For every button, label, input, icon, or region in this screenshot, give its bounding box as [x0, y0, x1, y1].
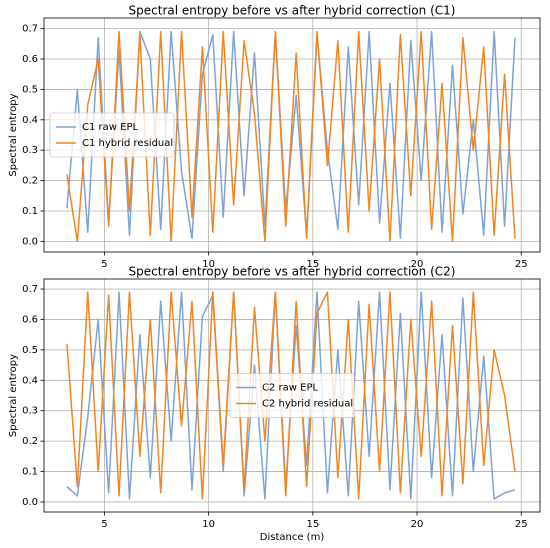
x-tick-label: 10 — [202, 519, 215, 530]
y-tick-label: 0.2 — [22, 436, 38, 447]
y-tick-label: 0.7 — [22, 284, 38, 295]
x-tick-label: 20 — [411, 519, 424, 530]
legend: C1 raw EPL C1 hybrid residual — [49, 112, 175, 158]
axes: 5 10 15 20 25 0.0 0.1 0.2 0.3 0.4 0.5 0.6 0.7 Spectra… — [8, 4, 541, 270]
y-axis-label: Spectral entropy — [8, 93, 19, 176]
y-tick-label: 0.4 — [22, 375, 38, 386]
y-tick-label: 0.4 — [22, 115, 38, 126]
chart-title: Spectral entropy before vs after hybrid … — [129, 265, 456, 279]
y-tick-label: 0.0 — [22, 497, 38, 508]
x-tick-label: 15 — [306, 259, 319, 270]
y-tick-label: 0.0 — [22, 236, 38, 247]
y-tick-label: 0.1 — [22, 206, 38, 217]
y-tick-label: 0.1 — [22, 467, 38, 478]
x-tick-label: 5 — [101, 519, 107, 530]
y-axis-label: Spectral entropy — [8, 354, 19, 437]
x-tick-label: 20 — [411, 259, 424, 270]
y-tick-label: 0.2 — [22, 176, 38, 187]
x-tick-label: 15 — [306, 519, 319, 530]
legend-label: C1 raw EPL — [82, 122, 138, 133]
series-line — [66, 30, 516, 240]
y-tick-label: 0.6 — [22, 314, 38, 325]
legend-box — [229, 373, 355, 418]
y-tick-label: 0.7 — [22, 24, 38, 35]
legend-label: C2 hybrid residual — [262, 399, 353, 410]
axes-frame — [43, 17, 541, 253]
x-tick-label: 5 — [101, 259, 107, 270]
x-tick-label: 10 — [202, 259, 215, 270]
y-tick-label: 0.5 — [22, 345, 38, 356]
axes: 5 10 15 20 25 0.0 0.1 0.2 0.3 0.4 0.5 0.6 0.7 Spectra… — [8, 265, 541, 543]
y-tick-label: 0.3 — [22, 406, 38, 417]
legend-label: C1 hybrid residual — [82, 138, 173, 149]
series-line — [66, 30, 516, 243]
x-tick-label: 25 — [515, 259, 528, 270]
y-tick-label: 0.3 — [22, 145, 38, 156]
x-tick-label: 25 — [515, 519, 528, 530]
axes-frame — [43, 278, 541, 513]
legend-box — [49, 112, 175, 158]
legend-label: C2 raw EPL — [262, 383, 318, 394]
x-axis-label: Distance (m) — [260, 532, 325, 543]
chart-title: Spectral entropy before vs after hybrid … — [129, 4, 456, 18]
legend: C2 raw EPL C2 hybrid residual — [229, 373, 355, 418]
y-tick-label: 0.6 — [22, 54, 38, 65]
y-tick-label: 0.5 — [22, 84, 38, 95]
